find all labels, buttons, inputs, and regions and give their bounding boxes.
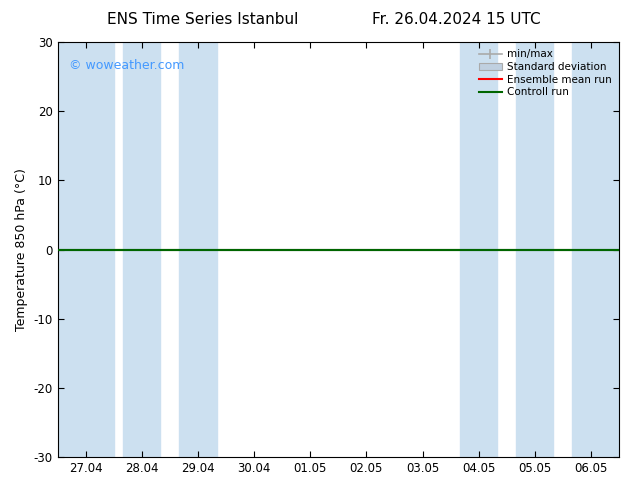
- Bar: [58, 42, 113, 457]
- Bar: [179, 42, 217, 457]
- Bar: [124, 42, 160, 457]
- Y-axis label: Temperature 850 hPa (°C): Temperature 850 hPa (°C): [15, 168, 28, 331]
- Legend: min/max, Standard deviation, Ensemble mean run, Controll run: min/max, Standard deviation, Ensemble me…: [477, 47, 614, 99]
- Text: © woweather.com: © woweather.com: [69, 59, 184, 72]
- Text: Fr. 26.04.2024 15 UTC: Fr. 26.04.2024 15 UTC: [372, 12, 541, 27]
- Bar: [516, 42, 553, 457]
- Bar: [573, 42, 619, 457]
- Text: ENS Time Series Istanbul: ENS Time Series Istanbul: [107, 12, 299, 27]
- Bar: [460, 42, 497, 457]
